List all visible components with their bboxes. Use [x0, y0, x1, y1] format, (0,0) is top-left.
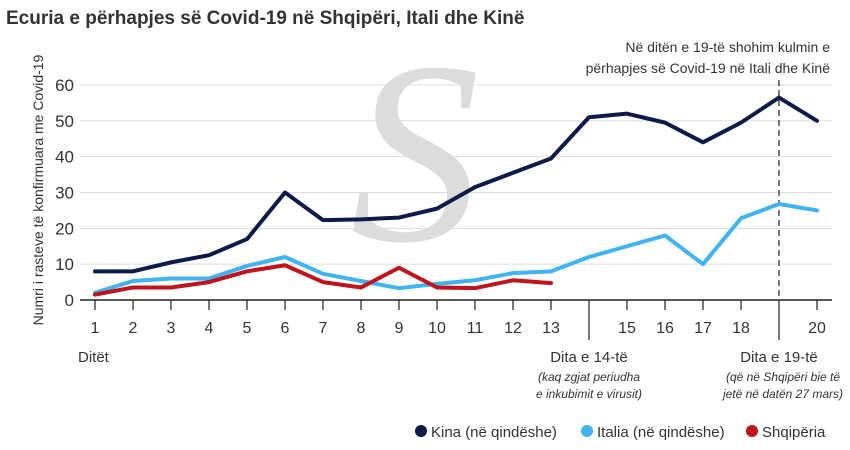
- legend-label-kina: Kina (në qindëshe): [431, 424, 557, 441]
- x-tick-label: 12: [504, 320, 522, 337]
- x-tick-label: 6: [281, 320, 290, 337]
- day14-sub1: (kaq zgjat periudha: [538, 370, 640, 384]
- day14-sub2: e inkubimit e virusit): [536, 387, 642, 401]
- y-tick-label: 50: [55, 112, 74, 131]
- y-axis-label: Numri i rasteve të konfirmuara me Covid-…: [30, 54, 46, 325]
- legend-label-shqiperia: Shqipëria: [762, 424, 826, 441]
- legend-marker-kina: [415, 425, 427, 437]
- day19-sub1: (që në Shqipëri bie të: [726, 370, 840, 384]
- day19-sub2: jetë në datën 27 mars): [721, 387, 843, 401]
- x-tick-label: 15: [618, 320, 636, 337]
- y-tick-label: 60: [55, 76, 74, 95]
- x-tick-label: 3: [167, 320, 176, 337]
- day19-title: Dita e 19-të: [740, 349, 818, 366]
- legend-marker-shqiperia: [746, 425, 758, 437]
- x-tick-label: 20: [808, 320, 826, 337]
- watermark-logo: S: [350, 9, 480, 297]
- series-line-italia: [93, 201, 819, 295]
- x-tick-label: 17: [694, 320, 712, 337]
- y-tick-label: 30: [55, 184, 74, 203]
- x-tick-label: 4: [205, 320, 214, 337]
- y-tick-label: 20: [55, 219, 74, 238]
- series-line-kina: [93, 95, 819, 274]
- x-axis-label: Ditët: [78, 349, 110, 366]
- legend-label-italia: Italia (në qindëshe): [597, 424, 725, 441]
- x-tick-label: 11: [467, 320, 484, 337]
- legend: Kina (në qindëshe) Italia (në qindëshe) …: [415, 424, 826, 441]
- x-tick-label: 1: [91, 320, 100, 337]
- x-tick-label: 2: [129, 320, 138, 337]
- x-tick-label: 10: [428, 320, 446, 337]
- chart-title: Ecuria e përhapjes së Covid-19 në Shqipë…: [6, 8, 524, 29]
- peak-annotation-line1: Në ditën e 19-të shohim kulmin e: [625, 39, 830, 55]
- x-tick-label: 7: [319, 320, 328, 337]
- day14-title: Dita e 14-të: [550, 349, 628, 366]
- y-tick-label: 0: [65, 291, 74, 310]
- legend-marker-italia: [581, 425, 593, 437]
- x-tick-label: 13: [542, 320, 560, 337]
- y-tick-label: 10: [55, 255, 74, 274]
- x-tick-label: 9: [395, 320, 404, 337]
- x-tick-label: 8: [357, 320, 366, 337]
- x-tick-label: 5: [243, 320, 252, 337]
- y-tick-label: 40: [55, 148, 74, 167]
- peak-annotation-line2: përhapjes së Covid-19 në Itali dhe Kinë: [586, 60, 831, 76]
- x-tick-label: 18: [732, 320, 750, 337]
- x-tick-label: 16: [656, 320, 674, 337]
